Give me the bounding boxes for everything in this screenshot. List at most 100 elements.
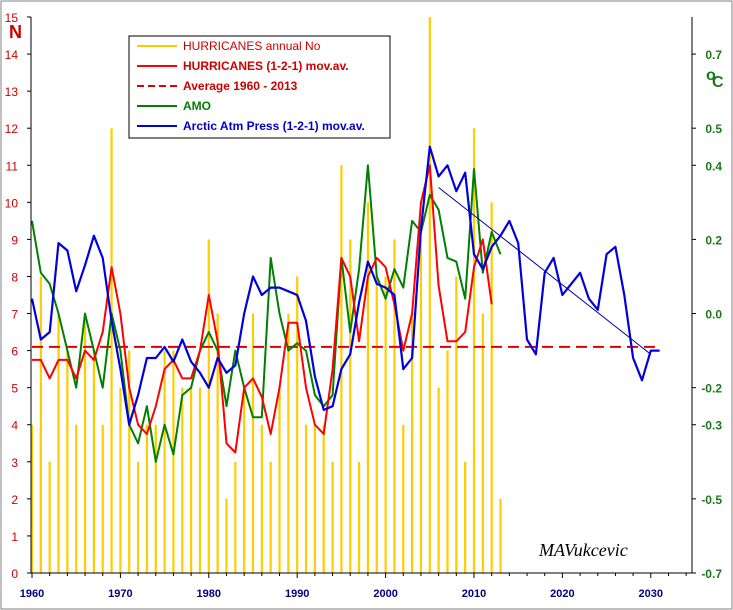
hurricane-bar-2007	[446, 350, 449, 573]
x-tick-label-2020: 2020	[550, 588, 574, 600]
hurricane-bar-1988	[278, 387, 281, 573]
left-tick-label-13: 13	[5, 85, 19, 99]
hurricane-bar-2010	[472, 128, 476, 573]
x-tick-label-2010: 2010	[462, 588, 486, 600]
hurricane-bar-1963	[57, 313, 60, 573]
hurricane-bar-1978	[190, 387, 193, 573]
hurricane-bar-1986	[260, 424, 263, 573]
hurricane-bar-1975	[163, 350, 166, 573]
hurricane-bar-1989	[287, 313, 290, 573]
hurricane-bar-1990	[296, 276, 299, 573]
hurricane-bar-1967	[92, 350, 95, 573]
left-tick-label-7: 7	[11, 308, 18, 322]
hurricane-bar-1974	[154, 424, 157, 573]
left-tick-label-12: 12	[5, 122, 19, 136]
hurricane-bar-1964	[66, 350, 69, 573]
arctic-pressure-line	[30, 145, 660, 426]
hurricane-bar-1985	[251, 313, 255, 573]
x-tick-label-2030: 2030	[639, 588, 663, 600]
legend: HURRICANES annual No HURRICANES (1-2-1) m…	[128, 35, 391, 139]
amo-line	[31, 164, 502, 463]
left-tick-label-11: 11	[6, 159, 19, 173]
hurricane-bar-1971	[128, 350, 131, 573]
hurricane-bar-1984	[243, 387, 246, 573]
left-tick-label-1: 1	[11, 530, 18, 544]
left-tick-label-5: 5	[11, 382, 18, 396]
hurricane-bar-2005	[428, 17, 431, 573]
hurricane-bar-2003	[411, 313, 414, 573]
hurricane-bar-1996	[349, 239, 352, 573]
left-tick-label-14: 14	[5, 48, 19, 62]
hurricane-bar-2002	[402, 424, 405, 573]
hurricane-bar-1970	[119, 387, 122, 573]
hurricane-bar-1979	[198, 387, 202, 573]
hurricane-bar-1968	[101, 424, 104, 573]
right-tick-label-8: -0.7	[701, 567, 722, 581]
x-tick-label-2000: 2000	[373, 588, 397, 600]
hurricane-bar-1965	[75, 424, 78, 573]
right-tick-label-1: 0.5	[705, 122, 722, 136]
hurricane-bar-2008	[455, 276, 458, 573]
right-axis-label-super: o	[706, 67, 716, 84]
hurricane-bar-2006	[437, 387, 440, 573]
hurricanes-annual-bars	[30, 17, 502, 574]
hurricane-bar-1969	[110, 128, 113, 573]
legend-label-4: Arctic Atm Press (1-2-1) mov.av.	[183, 119, 365, 133]
hurricane-bar-1961	[39, 276, 42, 573]
trend-line	[438, 187, 652, 355]
hurricane-bar-2001	[393, 239, 396, 573]
right-tick-label-3: 0.2	[705, 233, 722, 247]
right-axis-label-unit: C	[712, 74, 724, 91]
hurricane-bar-1987	[269, 461, 272, 573]
left-tick-label-8: 8	[11, 270, 18, 284]
legend-label-3: AMO	[183, 99, 211, 113]
hurricane-bar-1993	[322, 424, 325, 573]
series-lines	[30, 145, 660, 463]
hurricane-bar-1966	[83, 313, 87, 573]
hurricane-bar-1960	[30, 424, 34, 573]
author-signature: MAVukcevic	[538, 540, 628, 560]
x-tick-label-1960: 1960	[20, 588, 44, 600]
hurricane-bar-2004	[419, 239, 423, 573]
hurricane-bar-1999	[375, 276, 378, 573]
hurricanes-ma-line	[32, 164, 493, 454]
hurricane-bar-1980	[207, 239, 210, 573]
hurricane-bar-1994	[331, 461, 334, 573]
hurricane-bar-1962	[48, 461, 51, 573]
left-tick-label-3: 3	[11, 456, 18, 470]
left-tick-label-15: 15	[5, 11, 19, 25]
hurricane-bar-1981	[216, 313, 219, 573]
hurricane-bar-1976	[172, 350, 175, 573]
right-tick-label-0: 0.7	[705, 48, 722, 62]
left-axis-label: N	[9, 22, 22, 42]
hurricane-bar-1998	[366, 202, 370, 574]
hurricane-bar-2011	[481, 313, 484, 573]
left-tick-label-6: 6	[11, 345, 18, 359]
right-tick-label-2: 0.4	[705, 159, 722, 173]
legend-label-0: HURRICANES annual No	[183, 39, 321, 53]
x-tick-label-1970: 1970	[108, 588, 132, 600]
left-tick-label-10: 10	[5, 196, 19, 210]
hurricane-bar-1992	[313, 424, 316, 573]
hurricane-bar-1972	[136, 461, 140, 573]
hurricane-bar-1973	[145, 424, 149, 573]
left-tick-label-9: 9	[11, 233, 18, 247]
hurricane-bar-1991	[304, 424, 308, 573]
hurricane-bar-2012	[490, 202, 493, 574]
axes: 1960 1970 1980 1990 2000 2010 2020 203001234567…	[5, 11, 723, 600]
hurricane-bar-1997	[357, 461, 361, 573]
left-tick-label-2: 2	[11, 493, 18, 507]
right-tick-label-5: -0.2	[701, 382, 722, 396]
left-tick-label-0: 0	[11, 567, 18, 581]
right-tick-label-4: 0.0	[705, 308, 722, 322]
legend-label-2: Average 1960 - 2013	[183, 79, 298, 93]
hurricane-bar-1977	[181, 387, 184, 573]
x-tick-label-1980: 1980	[197, 588, 221, 600]
right-tick-label-6: -0.3	[701, 419, 722, 433]
hurricane-bar-2013	[499, 498, 502, 573]
legend-label-1: HURRICANES (1-2-1) mov.av.	[183, 59, 349, 73]
right-tick-label-7: -0.5	[701, 493, 722, 507]
hurricane-bar-2000	[384, 276, 387, 573]
